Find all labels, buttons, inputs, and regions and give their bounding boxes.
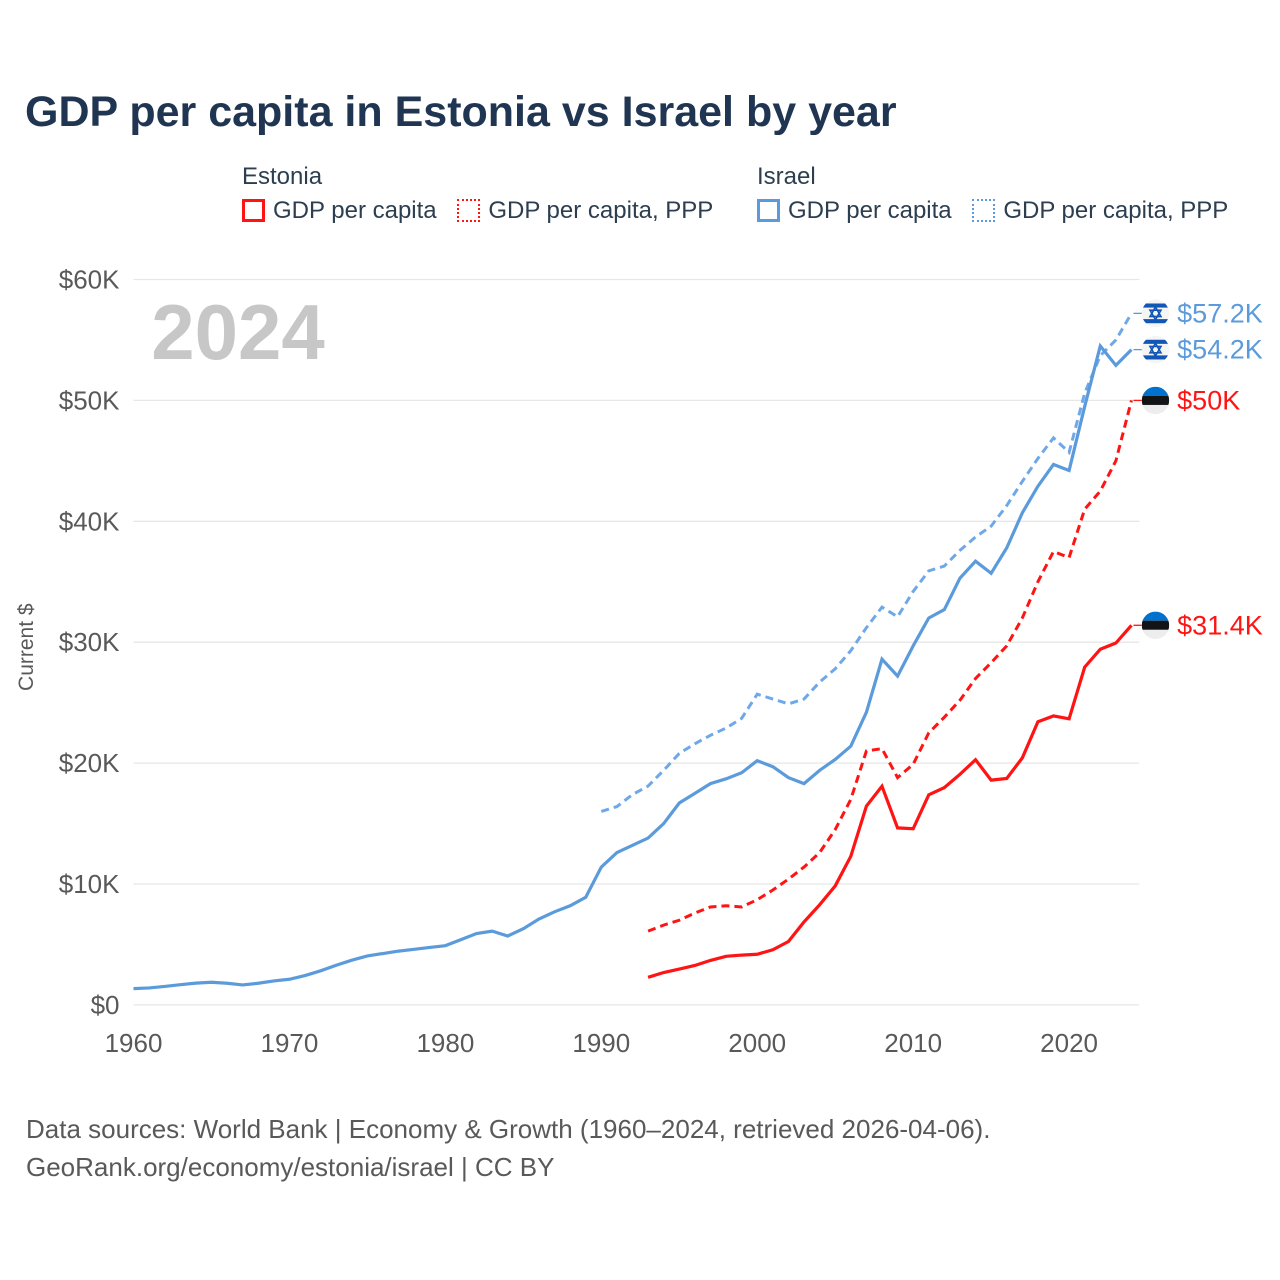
svg-text:2000: 2000 (728, 1028, 786, 1058)
svg-text:1970: 1970 (261, 1028, 319, 1058)
svg-text:$31.4K: $31.4K (1177, 610, 1263, 640)
svg-text:$10K: $10K (59, 869, 120, 899)
svg-text:$50K: $50K (1177, 385, 1240, 415)
svg-text:$0: $0 (91, 990, 120, 1020)
svg-text:2020: 2020 (1040, 1028, 1098, 1058)
svg-text:2024: 2024 (151, 288, 325, 376)
svg-text:1960: 1960 (105, 1028, 163, 1058)
svg-text:$50K: $50K (59, 385, 120, 415)
svg-text:$30K: $30K (59, 627, 120, 657)
svg-text:1980: 1980 (416, 1028, 474, 1058)
svg-text:$60K: $60K (59, 265, 120, 295)
svg-text:2010: 2010 (884, 1028, 942, 1058)
svg-text:$57.2K: $57.2K (1177, 298, 1263, 328)
svg-text:$40K: $40K (59, 506, 120, 536)
svg-text:Current $: Current $ (15, 603, 38, 691)
svg-text:$54.2K: $54.2K (1177, 335, 1263, 365)
svg-text:$20K: $20K (59, 748, 120, 778)
svg-text:1990: 1990 (572, 1028, 630, 1058)
